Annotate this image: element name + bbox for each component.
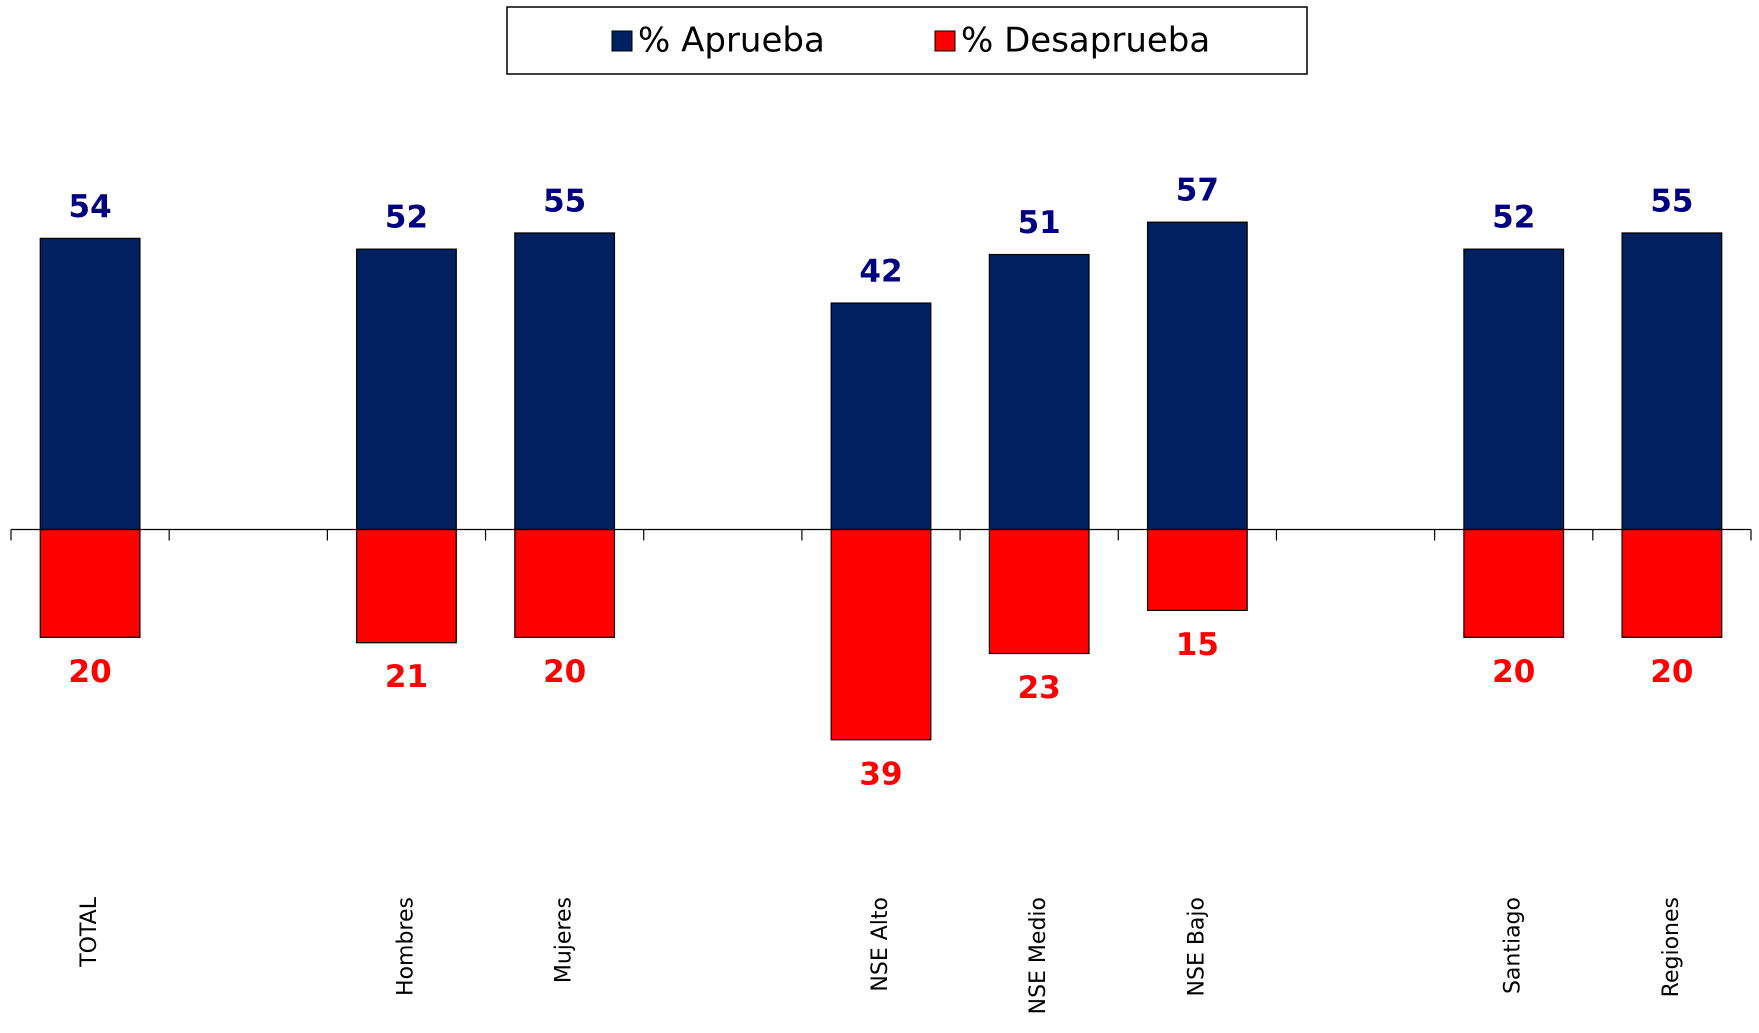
data-label: 42 xyxy=(859,254,902,290)
data-label: 20 xyxy=(1650,654,1693,690)
x-tick-label: NSE Alto xyxy=(868,897,893,992)
data-label: 51 xyxy=(1018,205,1061,241)
legend-swatch xyxy=(611,30,633,52)
x-tick-label: NSE Medio xyxy=(1026,897,1051,1014)
data-label: 55 xyxy=(543,183,586,219)
data-label: 23 xyxy=(1018,670,1061,706)
bar xyxy=(830,302,932,531)
bar xyxy=(1146,221,1248,531)
bar xyxy=(988,528,1090,655)
bar xyxy=(514,528,616,638)
bar xyxy=(1463,248,1565,531)
data-label: 21 xyxy=(385,659,428,695)
x-tick-label: TOTAL xyxy=(77,896,102,968)
legend-label: % Desaprueba xyxy=(961,21,1210,61)
bar xyxy=(1621,232,1723,531)
bar xyxy=(356,528,457,644)
bar xyxy=(39,528,141,638)
bar xyxy=(830,528,932,741)
legend-swatch xyxy=(934,30,956,52)
data-label: 20 xyxy=(543,654,586,690)
bar xyxy=(514,232,616,531)
bar xyxy=(39,237,141,531)
x-tick-label: NSE Bajo xyxy=(1184,897,1209,996)
data-label: 54 xyxy=(69,189,112,225)
data-label: 57 xyxy=(1176,173,1219,209)
data-label: 39 xyxy=(859,756,902,792)
bar xyxy=(1463,528,1565,638)
x-tick-label: Hombres xyxy=(393,897,418,996)
data-label: 52 xyxy=(1492,200,1535,236)
data-label: 20 xyxy=(69,654,112,690)
x-tick-label: Santiago xyxy=(1501,897,1526,994)
data-label: 20 xyxy=(1492,654,1535,690)
legend-label: % Aprueba xyxy=(638,21,825,61)
x-tick-label: Regiones xyxy=(1659,897,1684,997)
bar xyxy=(988,253,1090,531)
bar xyxy=(356,248,457,531)
bar xyxy=(1146,528,1248,611)
x-tick-label: Mujeres xyxy=(552,897,577,983)
data-label: 52 xyxy=(385,200,428,236)
data-label: 15 xyxy=(1176,627,1219,663)
bar xyxy=(1621,528,1723,638)
legend-box xyxy=(506,6,1308,75)
data-label: 55 xyxy=(1650,183,1693,219)
